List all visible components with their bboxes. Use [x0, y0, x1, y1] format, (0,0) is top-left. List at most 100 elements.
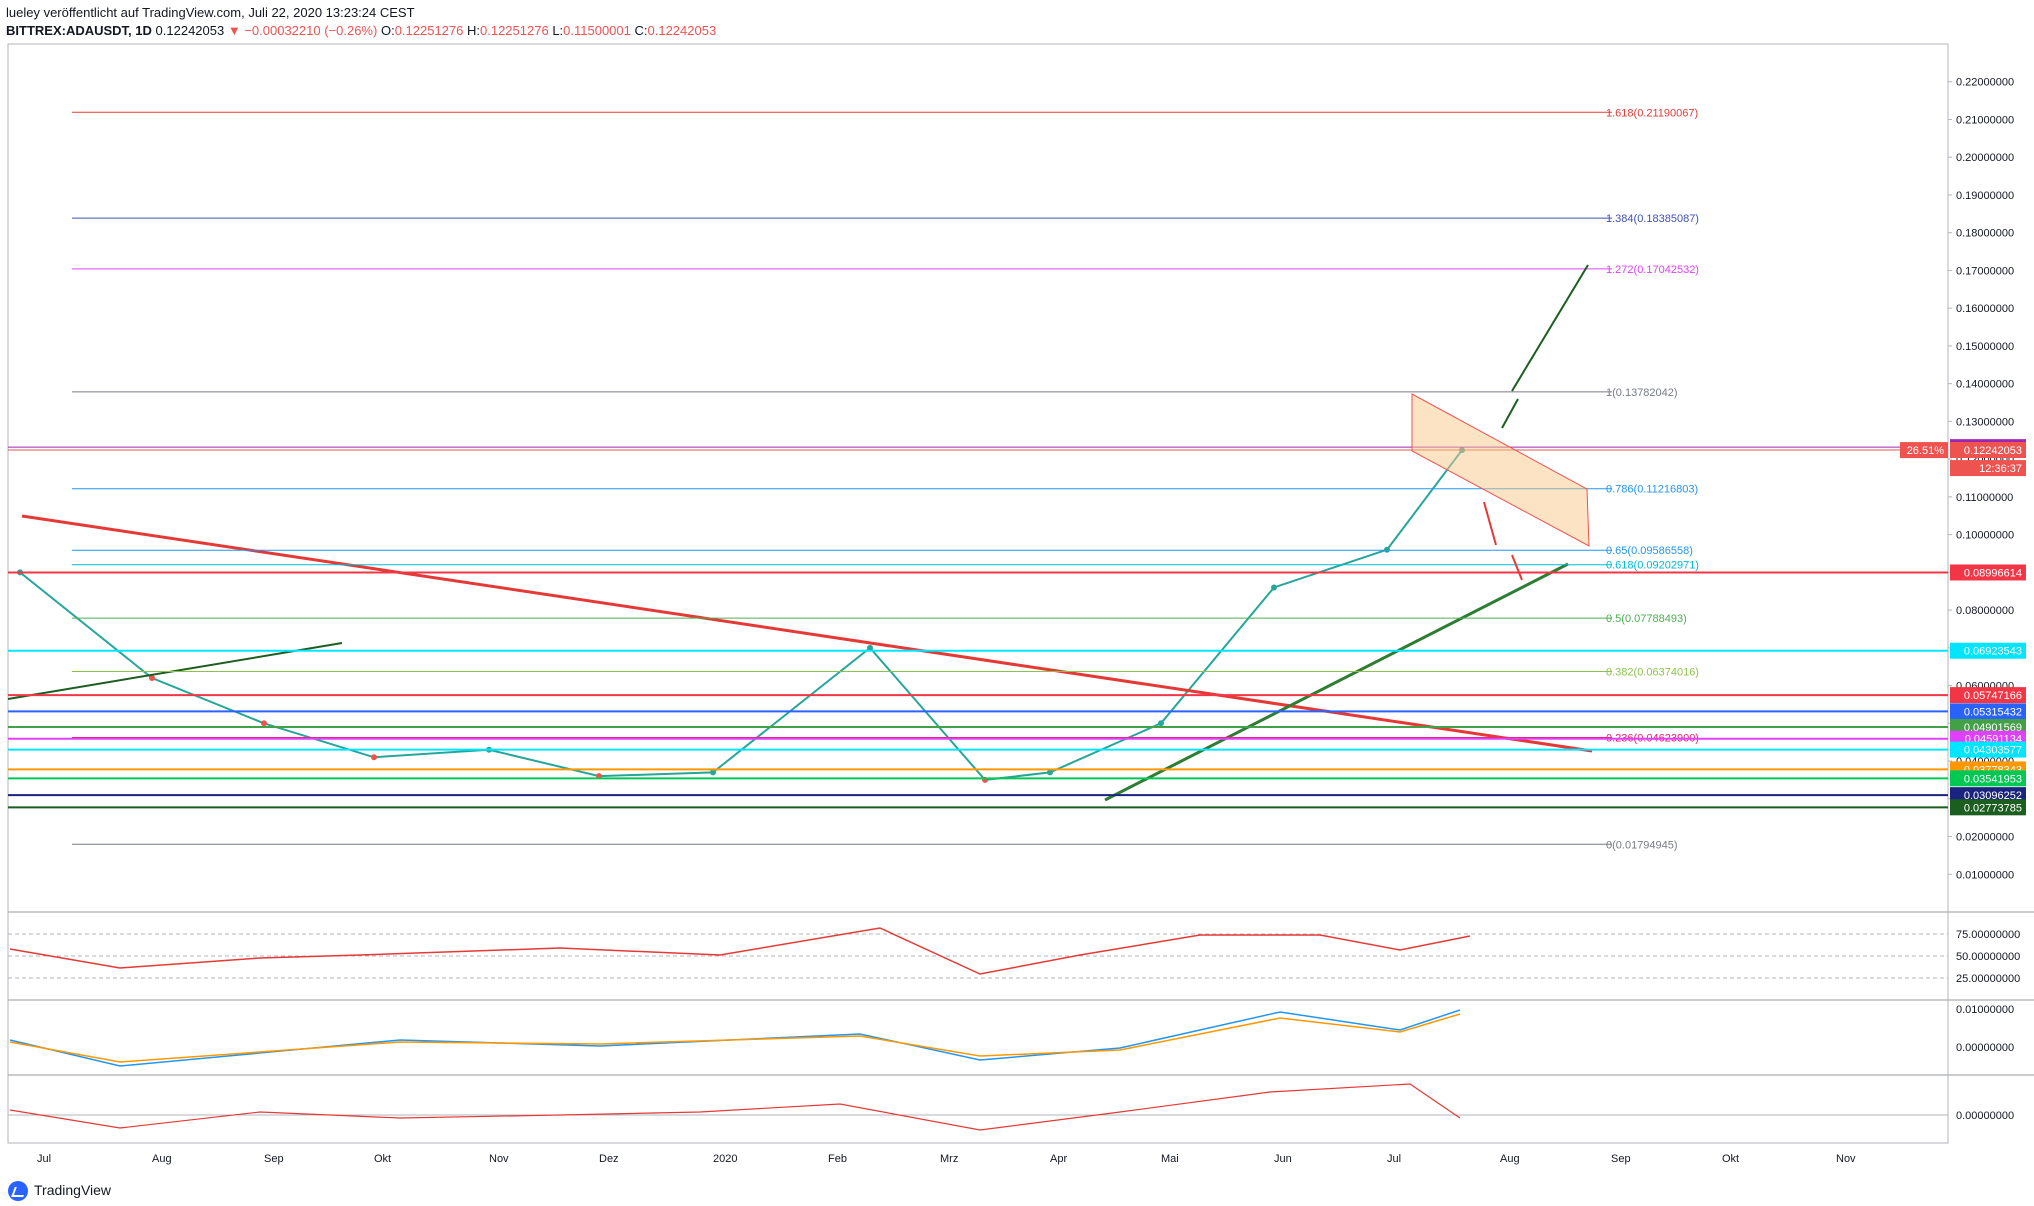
publish-info: lueley veröffentlicht auf TradingView.co…	[6, 5, 415, 20]
pct-change-label: 26.51%	[1907, 445, 1945, 457]
x-tick-label: Jun	[1274, 1153, 1292, 1165]
x-tick-label: Aug	[152, 1153, 172, 1165]
price-point	[149, 675, 155, 682]
x-tick-label: Jul	[1387, 1153, 1401, 1165]
x-tick-label: Mrz	[940, 1153, 958, 1165]
price-tag	[1950, 564, 2026, 581]
high-label: H:	[467, 23, 480, 38]
high-value: 0.12251276	[480, 23, 549, 38]
symbol-info: BITTREX:ADAUSDT, 1D 0.12242053 ▼ −0.0003…	[6, 23, 716, 38]
fib-level-label: 0(0.01794945)	[1606, 839, 1678, 851]
open-label: O:	[380, 23, 395, 38]
price-chart[interactable]: 0.22000000 0.21000000 0.20000000 0.19000000…	[0, 0, 2034, 1176]
y-tick-label: 0.20000000	[1956, 152, 2014, 164]
fib-level-label: 0.786(0.11216803)	[1606, 484, 1698, 496]
price-tag	[1950, 703, 2026, 720]
price-point	[261, 720, 267, 727]
x-tick-label: Sep	[264, 1153, 284, 1165]
price-point	[710, 769, 716, 776]
close-label: C:	[634, 23, 648, 38]
price-point	[1271, 584, 1277, 591]
price-change: ▼ −0.00032210 (−0.26%)	[227, 23, 378, 38]
bearish-arrow-2	[1511, 554, 1523, 581]
price-tag	[1950, 799, 2026, 816]
y-tick-label: 0.21000000	[1956, 114, 2014, 126]
price-tag	[1950, 642, 2026, 659]
projection-channel	[1411, 393, 1590, 547]
chart-header: lueley veröffentlicht auf TradingView.co…	[0, 0, 2034, 44]
price-point	[1047, 769, 1053, 776]
fib-level-label: 1(0.13782042)	[1606, 387, 1678, 399]
price-tag-label: 0.05315432	[1964, 706, 2022, 718]
rsi-tick-label: 25.00000000	[1956, 973, 2020, 985]
rsi-tick-label: 50.00000000	[1956, 951, 2020, 963]
brand-name: TradingView	[34, 1182, 112, 1198]
price-tag-label: 0.06923543	[1964, 646, 2022, 658]
x-tick-label: Okt	[374, 1153, 391, 1165]
fib-level-label: 0.382(0.06374016)	[1606, 666, 1699, 678]
osc-tick-label: 0.00000000	[1956, 1110, 2014, 1122]
x-tick-label: Mai	[1161, 1153, 1179, 1165]
y-tick-label: 0.11000000	[1956, 492, 2013, 504]
x-tick-label: Aug	[1500, 1153, 1520, 1165]
bullish-arrow	[1511, 264, 1589, 392]
x-tick-label: Jul	[37, 1153, 51, 1165]
price-point	[371, 754, 377, 761]
y-tick-label: 0.10000000	[1956, 530, 2014, 542]
price-tag-label: 0.03096252	[1964, 790, 2022, 802]
price-tag	[1950, 441, 2026, 458]
x-tick-label: Nov	[489, 1153, 509, 1165]
price-series-line	[19, 449, 1463, 781]
pct-change-badge	[1900, 442, 1948, 459]
price-tag-label: 0.08996614	[1964, 567, 2022, 579]
price-tag	[1950, 687, 2026, 704]
fib-level-label: 0.618(0.09202971)	[1606, 560, 1699, 572]
countdown-badge	[1950, 460, 2026, 477]
fib-level-label: 1.384(0.18385087)	[1606, 213, 1699, 225]
price-point	[867, 644, 873, 651]
descending-trendline	[21, 514, 1593, 753]
y-tick-label: 0.13000000	[1956, 416, 2014, 428]
oscillator-line	[9, 1083, 1461, 1131]
last-price: 0.12242053	[155, 23, 225, 38]
y-tick-label: 0.01000000	[1956, 869, 2014, 881]
bearish-arrow-1	[1483, 501, 1497, 546]
y-tick-label: 0.19000000	[1956, 190, 2014, 202]
y-tick-label: 0.22000000	[1956, 77, 2014, 89]
x-tick-label: Dez	[599, 1153, 619, 1165]
countdown-label: 12:36:37	[1979, 463, 2022, 475]
y-tick-label: 0.18000000	[1956, 228, 2014, 240]
macd-tick-label: 0.00000000	[1956, 1042, 2014, 1054]
rsi-tick-label: 75.00000000	[1956, 929, 2020, 941]
price-tag-label: 0.04303577	[1964, 745, 2022, 757]
y-tick-label: 0.08000000	[1956, 605, 2014, 617]
x-tick-label: Feb	[828, 1153, 847, 1165]
ascending-trendline	[1104, 562, 1569, 802]
fib-level-label: 0.5(0.07788493)	[1606, 613, 1687, 625]
price-tag	[1950, 770, 2026, 787]
fib-level-label: 1.618(0.21190067)	[1606, 107, 1698, 119]
x-tick-label: 2020	[713, 1153, 737, 1165]
macd-line	[9, 1009, 1461, 1067]
x-tick-label: Sep	[1611, 1153, 1631, 1165]
price-tag	[1950, 787, 2026, 804]
price-tag-label: 0.03541953	[1964, 773, 2022, 785]
symbol-name[interactable]: BITTREX:ADAUSDT, 1D	[6, 23, 152, 38]
price-tag-label: 0.12242053	[1964, 445, 2022, 457]
price-tag-label: 0.02773785	[1964, 802, 2022, 814]
y-tick-label: 0.15000000	[1956, 341, 2014, 353]
y-tick-label: 0.14000000	[1956, 379, 2014, 391]
x-tick-label: Okt	[1722, 1153, 1739, 1165]
price-tag	[1950, 741, 2026, 758]
y-tick-label: 0.02000000	[1956, 832, 2014, 844]
y-tick-label: 0.17000000	[1956, 265, 2014, 277]
short-bullish-arrow	[1501, 398, 1519, 429]
price-point	[1384, 546, 1390, 553]
x-tick-label: Nov	[1836, 1153, 1856, 1165]
low-label: L:	[552, 23, 564, 38]
fib-level-label: 1.272(0.17042532)	[1606, 264, 1699, 276]
price-point	[1158, 720, 1164, 727]
tradingview-logo-icon[interactable]	[8, 1181, 28, 1201]
low-value: 0.11500001	[563, 23, 631, 38]
open-value: 0.12251276	[394, 23, 464, 38]
